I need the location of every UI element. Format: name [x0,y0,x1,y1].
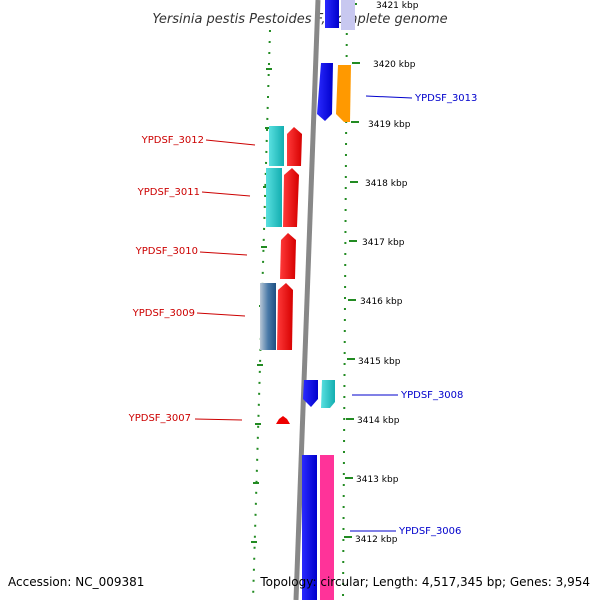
gene-label-ypdsf-3008: YPDSF_3008 [400,390,463,401]
cds-feature [266,168,282,227]
cds-feature [317,63,333,121]
kbp-label: 3419 kbp [368,120,411,130]
gene-labels: YPDSF_3013 YPDSF_3012 YPDSF_3011 YPDSF_3… [128,93,478,537]
kbp-label: 3415 kbp [358,357,401,367]
forward-strand-features [302,0,355,600]
cds-feature-ypdsf-3011 [283,168,299,227]
kbp-label: 3418 kbp [365,179,408,189]
cds-feature-ypdsf-3013 [336,65,351,122]
cds-feature [341,0,355,30]
gene-label-ypdsf-3009: YPDSF_3009 [132,308,195,319]
gene-label-ypdsf-3011: YPDSF_3011 [137,187,200,198]
cds-feature-ypdsf-3012 [287,127,302,166]
cds-feature [302,455,317,600]
cds-feature [325,0,339,28]
cds-feature [269,126,284,166]
gene-label-ypdsf-3010: YPDSF_3010 [135,246,198,257]
cds-feature-ypdsf-3007 [276,416,290,424]
gene-label-ypdsf-3006: YPDSF_3006 [398,526,461,537]
gene-label-ypdsf-3013: YPDSF_3013 [414,93,477,104]
kbp-labels: 3421 kbp 3420 kbp 3419 kbp 3418 kbp 3417… [355,1,419,545]
map-title: Yersinia pestis Pestoides F, complete ge… [152,12,447,27]
kbp-label: 3416 kbp [360,297,403,307]
gene-leader-lines [194,95,413,532]
kbp-label: 3420 kbp [373,60,416,70]
genome-summary-text: Topology: circular; Length: 4,517,345 bp… [259,575,590,589]
outer-ruler-ticks [344,3,360,538]
kbp-label: 3412 kbp [355,535,398,545]
kbp-label: 3417 kbp [362,238,405,248]
kbp-label: 3413 kbp [356,475,399,485]
genome-backbone [293,0,321,600]
cds-feature-ypdsf-3008 [321,380,335,408]
gene-label-ypdsf-3012: YPDSF_3012 [141,135,204,146]
gene-label-ypdsf-3007: YPDSF_3007 [128,413,191,424]
kbp-label: 3414 kbp [357,416,400,426]
cds-feature [303,380,318,407]
cds-feature-ypdsf-3009 [277,283,293,350]
cds-feature-ypdsf-3006 [320,455,334,600]
accession-text: Accession: NC_009381 [8,575,144,589]
cds-feature [260,283,276,350]
kbp-label: 3421 kbp [376,1,419,11]
cds-feature-ypdsf-3010 [280,233,296,279]
reverse-strand-features [260,126,302,424]
